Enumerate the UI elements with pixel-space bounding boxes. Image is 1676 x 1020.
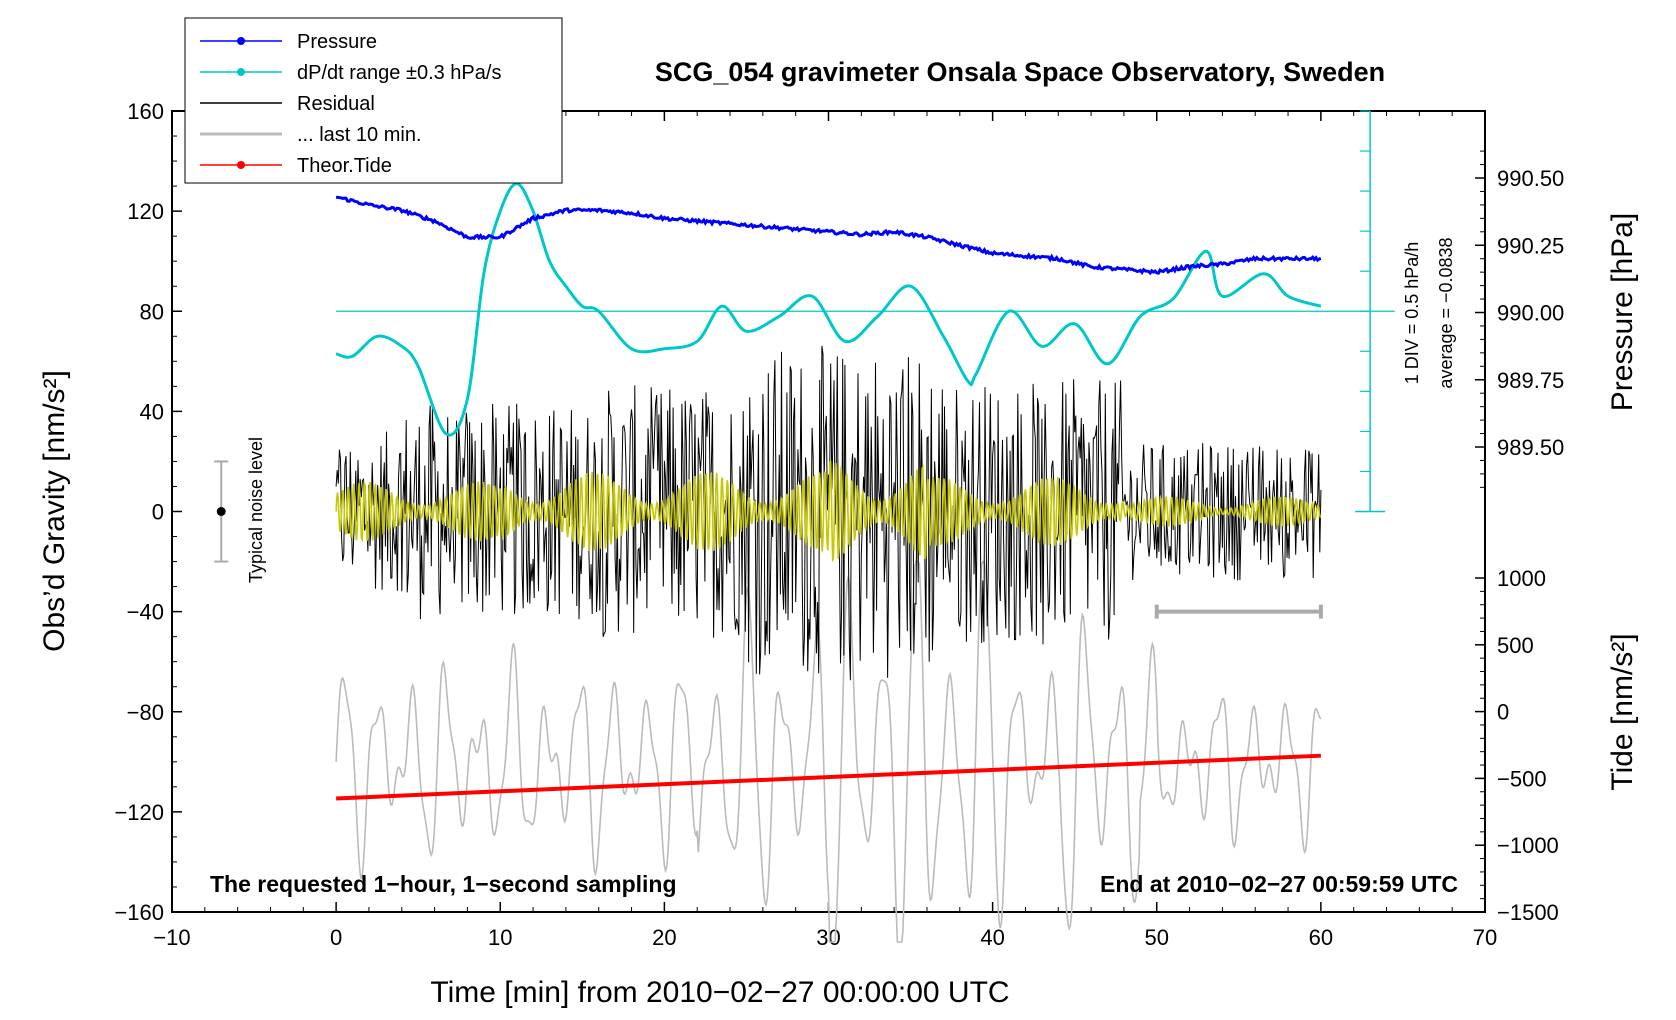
last10-series-line <box>335 560 1322 943</box>
y-left-tick-label: 40 <box>140 399 164 424</box>
noise-level-bar <box>214 460 229 563</box>
tide-series-line <box>336 753 1321 801</box>
legend-item: Residual <box>200 93 375 115</box>
y-axis-left-label: Obs’d Gravity [nm/s²] <box>38 370 71 652</box>
tide-tick-label: −1000 <box>1497 833 1559 858</box>
y-left-tick-label: 120 <box>127 199 164 224</box>
tide-tick-label: −500 <box>1497 766 1547 791</box>
y-left-axis-ticks: 160 120 80 40 0 −40 −80 −120 −160 <box>114 99 182 925</box>
x-axis-label: Time [min] from 2010−02−27 00:00:00 UTC <box>430 976 1009 1009</box>
pressure-tick-label: 989.50 <box>1497 435 1564 460</box>
pressure-axis-ticks: 990.50 990.25 990.00 989.75 989.50 <box>1475 150 1564 488</box>
legend-label: dP/dt range ±0.3 hPa/s <box>297 62 501 84</box>
pressure-series-line <box>335 195 1322 276</box>
y-left-tick-label: 0 <box>152 500 164 525</box>
pressure-tick-label: 990.50 <box>1497 166 1564 191</box>
x-tick-label: 30 <box>816 925 840 950</box>
tide-tick-label: 0 <box>1497 700 1509 725</box>
note-sampling: The requested 1−hour, 1−second sampling <box>210 871 677 897</box>
tide-tick-label: −1500 <box>1497 900 1559 925</box>
legend-swatch-marker <box>237 68 245 76</box>
legend-item: Theor.Tide <box>200 155 392 177</box>
x-tick-label: 20 <box>652 925 676 950</box>
dpdt-series-line <box>335 182 1322 437</box>
legend-label: ... last 10 min. <box>297 124 422 146</box>
y-left-tick-label: −160 <box>114 900 164 925</box>
filtered-series-line <box>335 460 1322 563</box>
legend-box <box>184 17 563 184</box>
pressure-tick-label: 989.75 <box>1497 368 1564 393</box>
series-layer <box>335 182 1323 943</box>
y-axis-tide-label: Tide [nm/s²] <box>1606 633 1639 790</box>
last10-range-bar <box>1154 604 1323 619</box>
y-left-tick-label: −80 <box>127 700 164 725</box>
x-tick-label: −10 <box>153 925 190 950</box>
legend-item: dP/dt range ±0.3 hPa/s <box>200 62 501 84</box>
pressure-tick-label: 990.25 <box>1497 233 1564 258</box>
dpdt-scale-bar <box>336 110 1395 513</box>
y-axis-pressure-label: Pressure [hPa] <box>1606 213 1639 411</box>
x-tick-label: 0 <box>330 925 342 950</box>
noise-bar-center-dot <box>216 507 226 516</box>
legend-items: Pressure dP/dt range ±0.3 hPa/s Residual..… <box>200 31 501 177</box>
x-tick-label: 60 <box>1309 925 1333 950</box>
x-tick-label: 10 <box>488 925 512 950</box>
residual-series-line <box>335 345 1322 681</box>
pressure-tick-label: 990.00 <box>1497 301 1564 326</box>
legend-item: Pressure <box>200 31 377 53</box>
y-left-tick-label: −40 <box>127 600 164 625</box>
noise-level-label: Typical noise level <box>246 437 266 583</box>
legend-swatch-marker <box>237 37 245 45</box>
y-left-tick-label: 160 <box>127 99 164 124</box>
legend: Pressure dP/dt range ±0.3 hPa/s Residual..… <box>184 17 563 184</box>
y-left-tick-label: 80 <box>140 299 164 324</box>
tide-tick-label: 1000 <box>1497 566 1546 591</box>
tide-tick-label: 500 <box>1497 633 1534 658</box>
legend-label: Theor.Tide <box>297 155 392 177</box>
chart-title: SCG_054 gravimeter Onsala Space Observat… <box>655 57 1385 87</box>
legend-label: Pressure <box>297 31 377 53</box>
dpdt-scale-note: 1 DIV = 0.5 hPa/h <box>1402 242 1422 385</box>
x-tick-label: 70 <box>1473 925 1497 950</box>
y-left-tick-label: −120 <box>114 800 164 825</box>
x-tick-label: 40 <box>980 925 1004 950</box>
note-end-time: End at 2010−02−27 00:59:59 UTC <box>1100 871 1458 897</box>
legend-label: Residual <box>297 93 375 115</box>
x-axis-ticks: −10 0 10 20 30 40 50 60 70 <box>153 111 1497 950</box>
dpdt-average-note: average = −0.0838 <box>1436 237 1456 388</box>
legend-item: ... last 10 min. <box>200 124 422 146</box>
x-tick-label: 50 <box>1145 925 1169 950</box>
tide-axis-ticks: 1000 500 0 −500 −1000 −1500 <box>1475 566 1559 925</box>
legend-swatch-marker <box>237 161 245 169</box>
